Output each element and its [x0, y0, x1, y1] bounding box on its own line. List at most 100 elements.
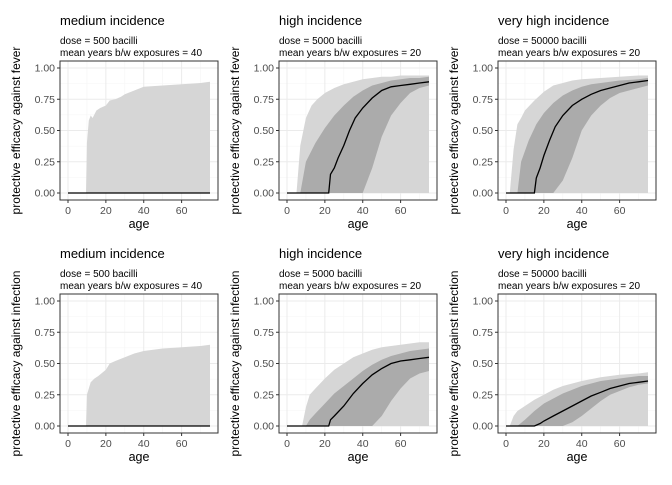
panel-title: high incidence — [279, 13, 362, 28]
panel-subtitle-line: dose = 5000 bacilli — [279, 269, 362, 280]
panel-subtitle-line: mean years b/w exposures = 20 — [498, 48, 640, 59]
x-tick-label: 20 — [538, 205, 550, 217]
panel-subtitle-line: dose = 50000 bacilli — [498, 269, 587, 280]
outer-credible-band — [68, 344, 210, 426]
x-tick-label: 0 — [284, 438, 290, 450]
median-line — [506, 79, 649, 194]
y-tick-label: 0.00 — [473, 188, 494, 200]
x-tick-label: 0 — [65, 438, 71, 450]
outer-credible-band — [68, 81, 210, 193]
panel-subtitle-line: dose = 50000 bacilli — [498, 36, 587, 47]
y-axis-title: protective efficacy against fever — [228, 47, 242, 215]
y-tick-label: 1.00 — [473, 296, 494, 308]
x-tick-label: 20 — [538, 438, 550, 450]
panel-subtitle-line: mean years b/w exposures = 40 — [60, 48, 202, 59]
x-tick-label: 20 — [100, 438, 112, 450]
x-axis-title: age — [129, 450, 150, 464]
panel-title: high incidence — [279, 246, 362, 261]
y-tick-label: 1.00 — [473, 63, 494, 75]
x-tick-label: 0 — [284, 205, 290, 217]
median-line — [287, 356, 430, 427]
panel-subtitle-line: dose = 500 bacilli — [60, 269, 138, 280]
y-tick-label: 0.50 — [254, 358, 275, 370]
x-tick-label: 60 — [176, 205, 188, 217]
y-tick-label: 0.25 — [473, 389, 494, 401]
y-tick-label: 0.00 — [254, 188, 275, 200]
panel-title: very high incidence — [498, 13, 609, 28]
median-line — [287, 81, 430, 194]
y-tick-label: 0.00 — [254, 421, 275, 433]
y-tick-label: 0.50 — [35, 125, 56, 137]
y-tick-label: 0.75 — [35, 327, 56, 339]
x-tick-label: 20 — [319, 205, 331, 217]
x-tick-label: 0 — [503, 438, 509, 450]
y-tick-label: 0.50 — [35, 358, 56, 370]
panel-subtitle-line: mean years b/w exposures = 40 — [60, 281, 202, 292]
y-tick-label: 1.00 — [35, 63, 56, 75]
y-axis-title: protective efficacy against infection — [9, 271, 23, 457]
y-tick-label: 0.25 — [35, 389, 56, 401]
x-tick-label: 40 — [138, 438, 150, 450]
panel-subtitle-line: dose = 500 bacilli — [60, 36, 138, 47]
y-tick-label: 0.75 — [473, 327, 494, 339]
x-tick-label: 60 — [614, 205, 626, 217]
inner-credible-band — [287, 348, 429, 426]
x-tick-label: 60 — [395, 205, 407, 217]
y-tick-label: 0.75 — [254, 327, 275, 339]
inner-credible-band — [287, 76, 429, 193]
x-tick-label: 0 — [65, 205, 71, 217]
x-axis-title: age — [348, 217, 369, 231]
y-tick-label: 0.50 — [473, 358, 494, 370]
x-axis-title: age — [348, 450, 369, 464]
x-tick-label: 40 — [138, 205, 150, 217]
panel-subtitle-line: mean years b/w exposures = 20 — [279, 281, 421, 292]
median-line — [506, 380, 649, 427]
x-tick-label: 0 — [503, 205, 509, 217]
y-tick-label: 0.75 — [35, 94, 56, 106]
y-axis-title: protective efficacy against infection — [228, 271, 242, 457]
panel-title: very high incidence — [498, 246, 609, 261]
x-tick-label: 40 — [576, 205, 588, 217]
x-tick-label: 60 — [176, 438, 188, 450]
x-tick-label: 20 — [100, 205, 112, 217]
y-tick-label: 0.50 — [254, 125, 275, 137]
x-tick-label: 60 — [614, 438, 626, 450]
y-axis-title: protective efficacy against fever — [9, 47, 23, 215]
y-tick-label: 0.00 — [35, 421, 56, 433]
chart-panel: very high incidence dose = 50000 bacillim… — [447, 13, 657, 231]
x-tick-label: 40 — [357, 205, 369, 217]
y-tick-label: 0.50 — [473, 125, 494, 137]
y-tick-label: 0.25 — [473, 156, 494, 168]
y-tick-label: 0.25 — [35, 156, 56, 168]
panel-title: medium incidence — [60, 246, 165, 261]
y-tick-label: 1.00 — [35, 296, 56, 308]
y-tick-label: 0.25 — [254, 156, 275, 168]
panel-subtitle-line: dose = 5000 bacilli — [279, 36, 362, 47]
y-tick-label: 0.25 — [254, 389, 275, 401]
panel-subtitle-line: mean years b/w exposures = 20 — [498, 281, 640, 292]
x-axis-title: age — [567, 217, 588, 231]
x-tick-label: 40 — [576, 438, 588, 450]
chart-panel: very high incidence dose = 50000 bacillim… — [447, 246, 657, 464]
x-axis-title: age — [129, 217, 150, 231]
y-tick-label: 0.00 — [473, 421, 494, 433]
y-axis-title: protective efficacy against fever — [447, 47, 461, 215]
y-tick-label: 1.00 — [254, 63, 275, 75]
panel-title: medium incidence — [60, 13, 165, 28]
y-axis-title: protective efficacy against infection — [447, 271, 461, 457]
x-tick-label: 20 — [319, 438, 331, 450]
x-tick-label: 60 — [395, 438, 407, 450]
y-tick-label: 0.75 — [254, 94, 275, 106]
panel-subtitle-line: mean years b/w exposures = 20 — [279, 48, 421, 59]
y-tick-label: 0.75 — [473, 94, 494, 106]
x-tick-label: 40 — [357, 438, 369, 450]
y-tick-label: 0.00 — [35, 188, 56, 200]
y-tick-label: 1.00 — [254, 296, 275, 308]
x-axis-title: age — [567, 450, 588, 464]
